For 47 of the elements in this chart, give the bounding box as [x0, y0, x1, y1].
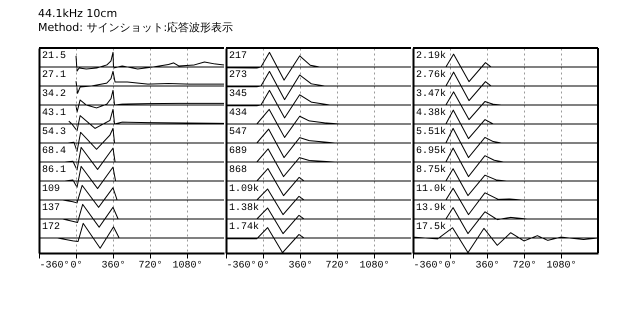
- x-tick-label: 360°: [475, 260, 500, 272]
- x-tick-label: 360°: [101, 260, 126, 272]
- series-label: 54.3: [42, 127, 66, 138]
- x-tick-label: 1080°: [172, 260, 203, 272]
- x-tick-label: -360°: [226, 260, 257, 272]
- x-tick-label: 0°: [257, 260, 270, 272]
- x-tick-label: 0°: [70, 260, 83, 272]
- x-tick-label: 0°: [444, 260, 457, 272]
- series-label: 1.74k: [229, 221, 260, 233]
- chart-title: 44.1kHz 10cm: [38, 7, 118, 20]
- series-label: 217: [229, 51, 248, 62]
- series-label: 2.19k: [416, 50, 446, 62]
- series-label: 434: [229, 108, 248, 119]
- series-label: 1.38k: [229, 202, 260, 214]
- series-label: 13.9k: [416, 202, 446, 214]
- series-label: 137: [42, 203, 60, 214]
- series-label: 34.2: [42, 89, 66, 100]
- series-label: 8.75k: [416, 164, 446, 176]
- series-label: 27.1: [42, 70, 66, 81]
- series-label: 689: [229, 146, 248, 157]
- x-tick-label: 720°: [138, 260, 163, 272]
- x-tick-label: 720°: [512, 260, 537, 272]
- x-tick-label: 360°: [288, 260, 313, 272]
- x-tick-label: 1080°: [359, 260, 390, 272]
- x-tick-label: 720°: [325, 260, 350, 272]
- series-label: 547: [229, 127, 248, 138]
- series-label: 21.5: [42, 51, 66, 62]
- x-tick-label: 1080°: [546, 260, 577, 272]
- x-tick-label: -360°: [414, 260, 444, 272]
- series-label: 3.47k: [416, 88, 446, 100]
- series-label: 172: [42, 222, 60, 233]
- series-label: 5.51k: [416, 126, 446, 138]
- series-label: 86.1: [42, 165, 66, 176]
- series-label: 11.0k: [416, 183, 446, 195]
- series-label: 273: [229, 70, 248, 81]
- series-label: 345: [229, 89, 248, 100]
- series-label: 6.95k: [416, 145, 446, 157]
- series-label: 109: [42, 184, 60, 195]
- series-label: 68.4: [42, 146, 66, 157]
- series-label: 1.09k: [229, 183, 260, 195]
- series-label: 2.76k: [416, 69, 446, 81]
- chart-subtitle: Method: サインショット:応答波形表示: [38, 21, 234, 34]
- series-label: 43.1: [42, 108, 66, 119]
- x-tick-label: -360°: [40, 260, 70, 272]
- series-label: 17.5k: [416, 221, 446, 233]
- series-label: 4.38k: [416, 107, 446, 119]
- series-label: 868: [229, 165, 248, 176]
